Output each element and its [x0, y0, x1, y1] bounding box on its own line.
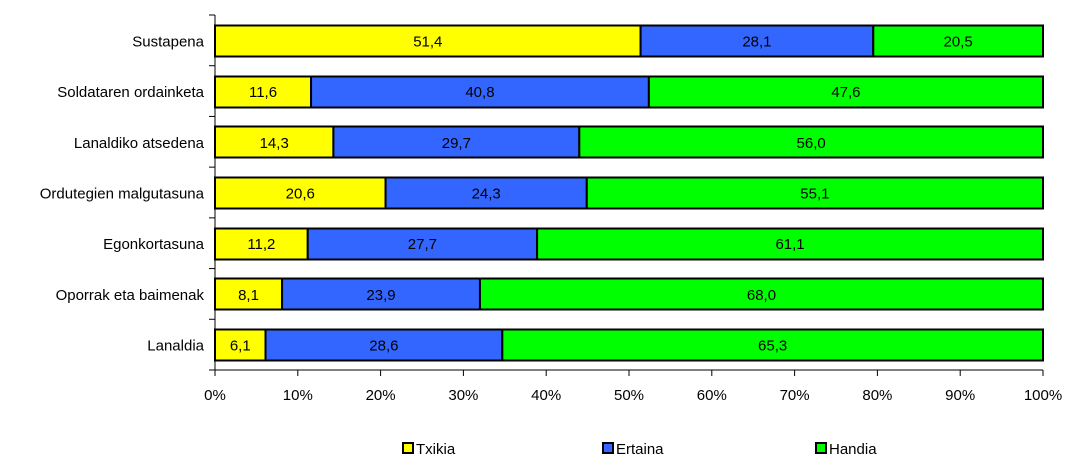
bar-segment-handia-6	[501, 328, 1045, 362]
bar-segment-ertaina-5	[281, 277, 481, 311]
data-label: 20,6	[286, 186, 315, 203]
bar-segment-handia-5	[478, 277, 1044, 311]
data-label: 29,7	[442, 135, 471, 152]
data-label: 27,7	[408, 236, 437, 253]
x-tick-label: 0%	[204, 387, 226, 404]
data-label: 11,6	[249, 84, 277, 101]
x-tick-label: 40%	[531, 387, 561, 404]
data-label: 51,4	[413, 33, 442, 50]
bar-segment-ertaina-6	[264, 328, 504, 362]
category-label: Soldataren ordainketa	[57, 84, 204, 101]
bar-segment-handia-1	[647, 75, 1044, 109]
category-label: Lanaldiko atsedena	[74, 135, 205, 152]
legend-label: Ertaina	[616, 441, 664, 458]
legend-label: Txikia	[416, 441, 456, 458]
legend-swatch-handia	[815, 442, 827, 454]
x-tick-label: 90%	[945, 387, 975, 404]
x-tick-label: 100%	[1024, 387, 1062, 404]
bar-segment-handia-0	[872, 24, 1045, 58]
data-label: 28,1	[742, 33, 771, 50]
axes-layer: Sustapena Soldataren ordainketa Lanaldiko …	[40, 14, 1062, 404]
data-label: 61,1	[775, 236, 804, 253]
data-label: 23,9	[366, 287, 395, 304]
bar-segment-handia-4	[536, 227, 1044, 261]
data-label: 8,1	[238, 287, 259, 304]
data-label: 40,8	[465, 84, 494, 101]
bar-segment-ertaina-1	[310, 75, 650, 109]
legend-swatch-ertaina	[602, 442, 614, 454]
category-label: Oporrak eta baimenak	[56, 287, 205, 304]
category-label: Egonkortasuna	[103, 236, 205, 253]
bar-segment-ertaina-2	[332, 125, 581, 159]
legend-label: Handia	[829, 441, 877, 458]
x-tick-label: 10%	[283, 387, 313, 404]
bar-segment-txikia-2	[214, 125, 335, 159]
data-label: 20,5	[944, 33, 973, 50]
data-label: 68,0	[747, 287, 776, 304]
data-label: 6,1	[230, 338, 251, 355]
category-label: Sustapena	[132, 33, 204, 50]
legend: Txikia Ertaina Handia	[402, 441, 877, 458]
data-label: 56,0	[797, 135, 826, 152]
category-label: Lanaldia	[147, 338, 204, 355]
bars-layer: 51,4 28,1 20,5 11,6 40,8 47,6 14,3 29,7 56,0 20,6…	[214, 24, 1045, 362]
x-tick-label: 80%	[862, 387, 892, 404]
data-label: 14,3	[260, 135, 289, 152]
bar-segment-handia-3	[585, 176, 1044, 210]
x-tick-label: 70%	[780, 387, 810, 404]
bar-segment-ertaina-0	[639, 24, 875, 58]
bar-segment-txikia-6	[214, 328, 267, 362]
data-label: 65,3	[758, 338, 787, 355]
x-tick-label: 50%	[614, 387, 644, 404]
bar-segment-ertaina-4	[306, 227, 539, 261]
data-label: 55,1	[800, 186, 829, 203]
x-tick-label: 60%	[697, 387, 727, 404]
bar-segment-handia-2	[578, 125, 1044, 159]
legend-swatch-txikia	[402, 442, 414, 454]
data-label: 47,6	[831, 84, 860, 101]
x-tick-label: 30%	[448, 387, 478, 404]
category-label: Ordutegien malgutasuna	[40, 186, 205, 203]
data-label: 28,6	[369, 338, 398, 355]
data-label: 24,3	[472, 186, 501, 203]
data-label: 11,2	[247, 236, 275, 253]
x-tick-label: 20%	[366, 387, 396, 404]
bar-segment-txikia-4	[214, 227, 309, 261]
